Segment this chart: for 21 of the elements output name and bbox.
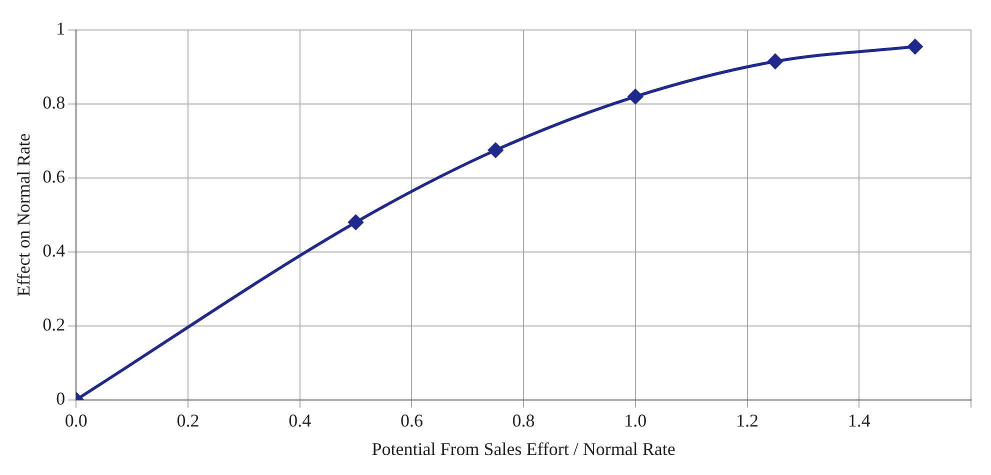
x-tick-label: 0.4 bbox=[288, 410, 312, 430]
y-tick-label: 0.2 bbox=[42, 314, 66, 335]
y-tick-label: 0.8 bbox=[42, 92, 66, 113]
y-axis-title: Effect on Normal Rate bbox=[14, 133, 34, 296]
x-tick-label: 0.2 bbox=[176, 410, 200, 430]
x-tick-label: 1.2 bbox=[736, 410, 759, 430]
x-tick-label: 1.0 bbox=[624, 410, 647, 430]
x-tick-label: 1.4 bbox=[848, 410, 870, 430]
y-tick-label: 1 bbox=[56, 18, 66, 39]
y-tick-label: 0.4 bbox=[42, 240, 66, 261]
point bbox=[768, 54, 783, 69]
y-tick-label: 0 bbox=[56, 388, 66, 409]
x-tick-label: 0.6 bbox=[400, 410, 423, 430]
x-axis-title: Potential From Sales Effort / Normal Rate bbox=[372, 438, 676, 459]
x-tick-label: 0.8 bbox=[512, 410, 535, 430]
point bbox=[628, 89, 643, 104]
point bbox=[348, 214, 364, 230]
point bbox=[908, 39, 923, 54]
x-tick-label: 0.0 bbox=[64, 410, 88, 430]
y-tick-label: 0.6 bbox=[42, 166, 66, 187]
point bbox=[488, 142, 504, 158]
